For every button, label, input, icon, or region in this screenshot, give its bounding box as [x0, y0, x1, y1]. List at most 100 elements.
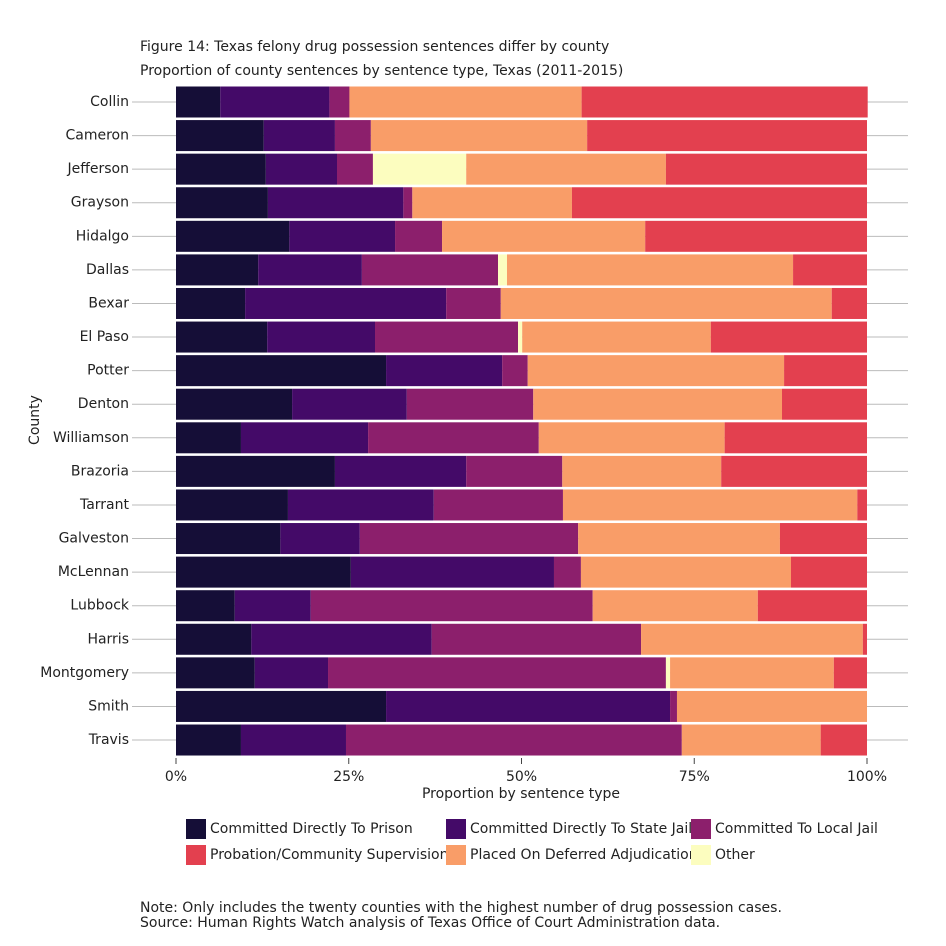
bar-segment: [587, 120, 867, 152]
legend-label: Committed To Local Jail: [715, 821, 878, 837]
y-tick-label: Cameron: [66, 128, 130, 144]
y-tick-label: Montgomery: [40, 665, 129, 681]
legend-swatch: [446, 845, 466, 865]
bar-segment: [395, 220, 443, 252]
x-tick-label: 50%: [506, 769, 537, 785]
legend-swatch: [691, 845, 711, 865]
bar-segment: [220, 86, 330, 118]
bar-segment: [176, 321, 268, 353]
bar-segment: [498, 254, 507, 286]
bar-segment: [790, 556, 867, 588]
y-tick-label: Bexar: [88, 295, 129, 311]
bar-segment: [267, 321, 376, 353]
bar-segment: [176, 690, 387, 722]
bar-segment: [328, 657, 666, 689]
bar-segment: [334, 120, 371, 152]
bar-segment: [245, 287, 447, 319]
bar-segment: [506, 254, 794, 286]
bar-segment: [442, 220, 646, 252]
bar-segment: [820, 724, 867, 756]
bar-segment: [779, 523, 867, 555]
legend-label: Probation/Community Supervision: [210, 847, 449, 863]
bar-segment: [533, 388, 783, 420]
y-tick-label: McLennan: [58, 564, 129, 580]
x-tick-label: 0%: [165, 769, 187, 785]
note: Source: Human Rights Watch analysis of T…: [140, 915, 720, 931]
bar-segment: [267, 187, 404, 219]
bar-segment: [176, 254, 259, 286]
bar-segment: [386, 355, 503, 387]
bar-segment: [665, 657, 671, 689]
bar-segment: [403, 187, 413, 219]
y-tick-label: Hidalgo: [76, 228, 129, 244]
y-tick-label: Denton: [78, 396, 129, 412]
x-tick-label: 75%: [679, 769, 710, 785]
bar-segment: [793, 254, 867, 286]
bar-segment: [466, 455, 563, 487]
bar-segment: [502, 355, 528, 387]
bar-segment: [446, 287, 501, 319]
chart-title: Figure 14: Texas felony drug possession …: [140, 39, 609, 55]
bar-segment: [334, 455, 467, 487]
bar-segment: [862, 623, 867, 655]
bar-segment: [176, 556, 351, 588]
bar-segment: [359, 523, 579, 555]
bar-segment: [500, 287, 832, 319]
bar-segment: [645, 220, 867, 252]
y-tick-label: El Paso: [80, 329, 129, 345]
bar-segment: [240, 724, 346, 756]
y-tick-label: Dallas: [86, 262, 129, 278]
legend-label: Committed Directly To Prison: [210, 821, 413, 837]
legend-label: Placed On Deferred Adjudication: [470, 847, 698, 863]
bar-segment: [265, 153, 338, 185]
x-axis-title: Proportion by sentence type: [422, 786, 620, 802]
y-tick-label: Travis: [88, 732, 129, 748]
bar-segment: [721, 455, 867, 487]
bar-segment: [310, 590, 593, 622]
bar-segment: [406, 388, 534, 420]
bar-segment: [757, 590, 867, 622]
bar-segment: [372, 153, 467, 185]
bar-segment: [176, 623, 252, 655]
bar-segment: [670, 690, 677, 722]
y-tick-label: Potter: [87, 363, 129, 379]
bar-segment: [329, 86, 350, 118]
y-tick-label: Brazoria: [71, 463, 129, 479]
bar-segment: [571, 187, 867, 219]
bar-segment: [538, 422, 725, 454]
bar-segment: [176, 489, 288, 521]
bar-segment: [176, 388, 293, 420]
bar-segment: [176, 422, 241, 454]
bar-segment: [431, 623, 642, 655]
bar-segment: [676, 690, 867, 722]
bar-segment: [176, 287, 246, 319]
bar-segment: [527, 355, 785, 387]
bar-segment: [176, 220, 290, 252]
bar-segment: [522, 321, 711, 353]
bar-segment: [251, 623, 432, 655]
bar-segment: [176, 657, 255, 689]
y-tick-label: Collin: [90, 94, 129, 110]
bar-segment: [176, 153, 266, 185]
bar-segment: [337, 153, 373, 185]
x-tick-label: 100%: [847, 769, 887, 785]
bar-segment: [562, 489, 858, 521]
bar-segment: [240, 422, 369, 454]
y-tick-label: Lubbock: [70, 598, 129, 614]
bar-segment: [176, 120, 264, 152]
legend-label: Committed Directly To State Jail: [470, 821, 692, 837]
y-tick-label: Tarrant: [79, 497, 130, 513]
bar-segment: [287, 489, 434, 521]
bar-segment: [578, 523, 780, 555]
bar-segment: [641, 623, 863, 655]
legend-swatch: [691, 819, 711, 839]
bar-segment: [580, 556, 791, 588]
bar-segment: [466, 153, 666, 185]
bar-segment: [176, 590, 235, 622]
bar-segment: [592, 590, 758, 622]
bar-segment: [176, 724, 241, 756]
bar-segment: [176, 187, 268, 219]
bar-segment: [176, 86, 221, 118]
y-tick-label: Smith: [88, 698, 129, 714]
chart-subtitle: Proportion of county sentences by senten…: [140, 63, 623, 79]
